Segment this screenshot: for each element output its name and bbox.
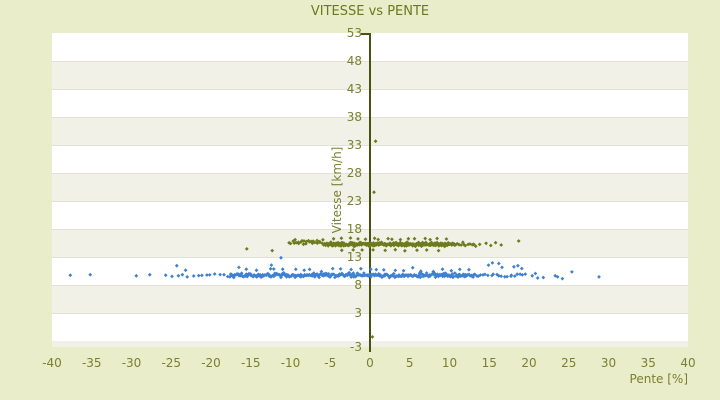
y-tick-label: 48 xyxy=(346,54,362,69)
x-tick-label: 0 xyxy=(366,356,374,370)
y-tick-label: 33 xyxy=(346,138,362,153)
y-tick-label: -3 xyxy=(350,340,362,354)
x-tick-label: -30 xyxy=(121,356,142,370)
y-tick-label: 43 xyxy=(346,82,362,97)
x-tick-label: -5 xyxy=(324,356,337,370)
chart-title: VITESSE vs PENTE xyxy=(310,4,430,19)
plot-area xyxy=(52,33,688,352)
y-tick-label: 23 xyxy=(346,194,362,209)
y-tick-label: 53 xyxy=(346,26,362,40)
x-tick-label: -15 xyxy=(240,356,261,370)
x-tick-label: 5 xyxy=(405,356,414,370)
x-tick-label: 15 xyxy=(481,356,497,370)
x-tick-label: 40 xyxy=(680,356,696,370)
x-tick-label: -25 xyxy=(161,356,182,370)
y-tick-label: 3 xyxy=(354,306,362,321)
y-tick-label: 28 xyxy=(346,166,362,181)
y-axis-title: Vitesse [km/h] xyxy=(330,146,344,234)
y-axis-top-tick xyxy=(361,33,370,35)
x-tick-label: 20 xyxy=(521,356,537,370)
y-tick-label: 8 xyxy=(354,278,362,293)
x-axis-title: Pente [%] xyxy=(629,372,688,386)
points-layer xyxy=(68,139,601,339)
x-tick-label: -20 xyxy=(201,356,221,370)
x-tick-label: 25 xyxy=(561,356,577,370)
y-tick-label: 18 xyxy=(346,222,362,237)
x-tick-label: -35 xyxy=(81,356,102,370)
x-tick-label: -40 xyxy=(42,356,62,370)
y-tick-label: 13 xyxy=(346,250,362,265)
y-tick-label: 38 xyxy=(346,110,362,125)
x-tick-label: 35 xyxy=(640,356,656,370)
x-tick-label: -10 xyxy=(280,356,301,370)
y-axis-line xyxy=(369,33,371,352)
series-vitesse-blue xyxy=(68,255,601,281)
x-tick-label: 10 xyxy=(441,356,458,370)
x-tick-label: 30 xyxy=(600,356,617,370)
